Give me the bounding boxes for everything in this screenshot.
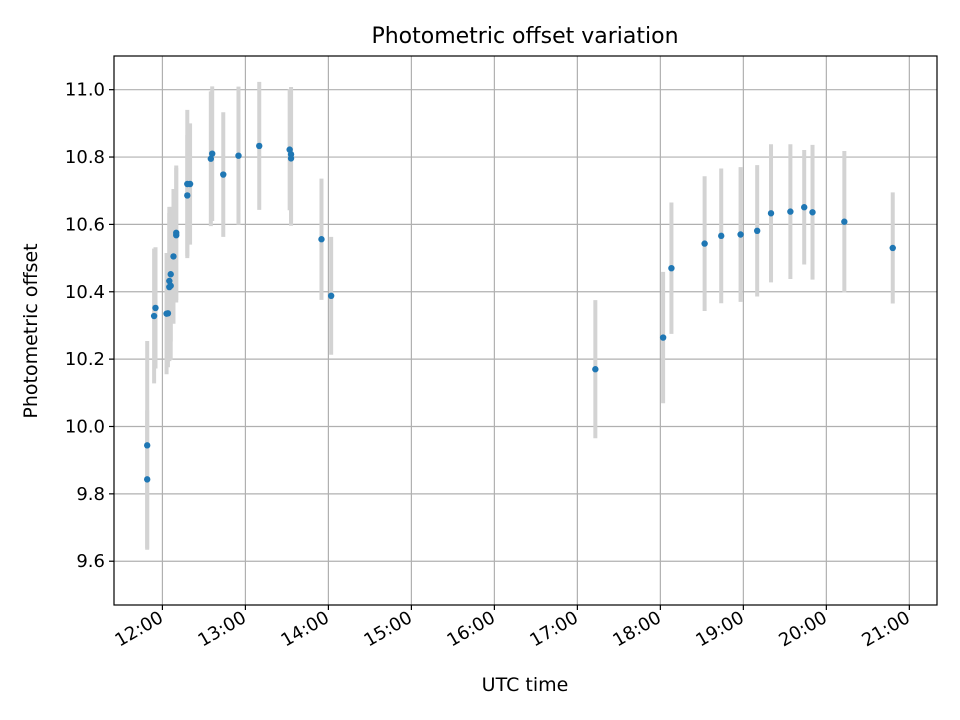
y-tick-label: 9.6: [76, 551, 105, 572]
data-point: [170, 253, 177, 260]
y-tick-label: 11.0: [65, 80, 105, 101]
plot-area-frame: [113, 55, 938, 606]
y-tick-label: 9.8: [76, 484, 105, 505]
y-tick-label: 10.2: [65, 349, 105, 370]
data-point: [186, 180, 194, 188]
data-point: [668, 264, 675, 272]
y-tick-label: 10.8: [65, 147, 105, 168]
data-point: [809, 209, 816, 216]
x-axis-label: UTC time: [482, 674, 569, 696]
data-point: [737, 231, 744, 238]
y-tick-label: 10.0: [65, 416, 105, 437]
data-point: [220, 171, 227, 178]
data-point: [256, 142, 263, 150]
data-point: [207, 155, 215, 162]
y-tick-label: 10.6: [65, 214, 105, 235]
chart-title: Photometric offset variation: [371, 24, 678, 49]
y-axis-label: Photometric offset: [20, 243, 42, 418]
data-point: [167, 282, 174, 289]
data-point: [592, 366, 599, 373]
y-axis-ticks: 9.6 9.8 10.0 10.2 10.4 10.6 10.8 11.0: [65, 80, 114, 572]
data-point: [184, 192, 191, 199]
data-point: [841, 218, 848, 225]
data-point: [235, 152, 242, 159]
data-point: [209, 150, 216, 157]
data-point: [787, 208, 794, 215]
data-point: [150, 312, 158, 320]
data-point: [167, 271, 174, 278]
data-point: [718, 232, 725, 240]
data-point: [318, 236, 325, 243]
data-point: [327, 292, 335, 300]
data-point: [143, 442, 151, 449]
data-point: [753, 227, 761, 235]
data-point: [287, 155, 295, 162]
data-point: [701, 240, 708, 247]
data-point: [889, 244, 896, 252]
data-point: [152, 304, 159, 312]
grid: [114, 56, 937, 605]
data-point: [801, 204, 808, 211]
data-point: [767, 210, 775, 217]
data-point: [164, 310, 172, 317]
data-point: [659, 334, 667, 341]
y-tick-label: 10.4: [65, 282, 105, 303]
data-point: [173, 229, 180, 237]
data-point: [143, 476, 151, 483]
data-points: [143, 142, 896, 483]
